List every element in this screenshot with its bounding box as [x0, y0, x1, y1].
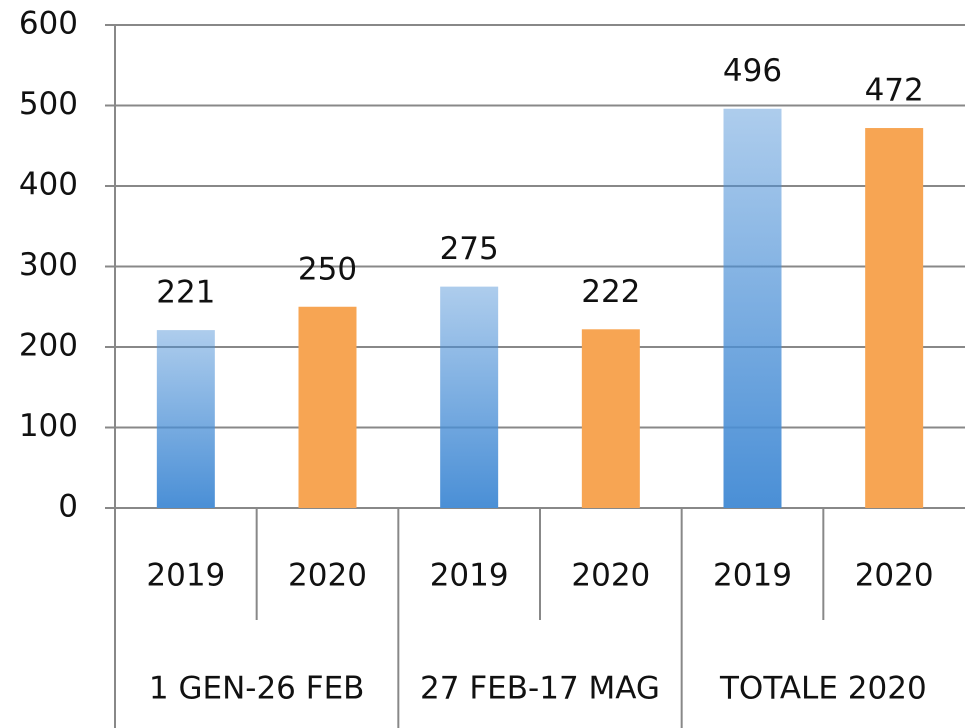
y-tick-label: 200	[19, 328, 78, 364]
x-tick-label: 2020	[571, 558, 650, 594]
group-label: 27 FEB-17 MAG	[420, 671, 660, 707]
y-tick-label: 500	[19, 86, 78, 122]
y-tick-label: 100	[19, 408, 78, 444]
x-tick-label: 2019	[713, 558, 792, 594]
y-tick-label: 300	[19, 247, 78, 283]
data-label: 275	[440, 231, 499, 267]
group-label: TOTALE 2020	[719, 671, 927, 707]
x-tick-label: 2019	[430, 558, 509, 594]
data-label: 222	[581, 274, 640, 310]
y-tick-label: 0	[58, 489, 78, 525]
x-tick-label: 2019	[146, 558, 225, 594]
bar	[156, 330, 215, 508]
x-tick-label: 2020	[288, 558, 367, 594]
data-label: 496	[723, 53, 782, 89]
bar	[581, 329, 640, 508]
bar	[865, 128, 924, 509]
bar	[723, 108, 782, 508]
group-label: 1 GEN-26 FEB	[149, 671, 365, 707]
data-label: 250	[298, 251, 357, 287]
bar	[298, 306, 357, 508]
x-tick-label: 2020	[855, 558, 934, 594]
bar	[440, 286, 499, 508]
data-label: 472	[865, 73, 924, 109]
y-tick-label: 600	[19, 6, 78, 42]
y-tick-label: 400	[19, 167, 78, 203]
data-label: 221	[156, 275, 215, 311]
